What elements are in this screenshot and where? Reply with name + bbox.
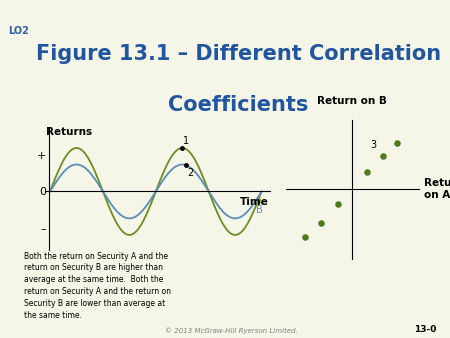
Point (363, 169, 370, 175)
Point (302, 235, 309, 240)
Text: 13-0: 13-0 (414, 325, 437, 334)
Point (334, 201, 341, 207)
Text: Both the return on Security A and the
return on Security B are higher than
avera: Both the return on Security A and the re… (23, 252, 171, 320)
Text: Return
on A: Return on A (424, 178, 450, 200)
Text: 2: 2 (187, 168, 194, 177)
Text: Return on B: Return on B (317, 96, 387, 106)
Text: Coefficients: Coefficients (168, 95, 309, 115)
Text: 3: 3 (370, 140, 376, 150)
Point (393, 140, 400, 146)
Text: Returns: Returns (46, 127, 92, 137)
Text: LO2: LO2 (8, 26, 29, 36)
Text: Time: Time (239, 197, 268, 207)
Point (379, 153, 387, 158)
Text: Perfect positive correlation: Perfect positive correlation (113, 139, 235, 148)
Text: Corr ($R_A$, $R_B$)=1: Corr ($R_A$, $R_B$)=1 (139, 155, 210, 168)
Text: Figure 13.1 – Different Correlation: Figure 13.1 – Different Correlation (36, 44, 441, 64)
Text: © 2013 McGraw-Hill Ryerson Limited.: © 2013 McGraw-Hill Ryerson Limited. (165, 327, 298, 334)
Text: B: B (256, 204, 262, 215)
Point (318, 220, 325, 226)
Text: 1: 1 (183, 136, 189, 146)
Text: A: A (256, 197, 262, 207)
